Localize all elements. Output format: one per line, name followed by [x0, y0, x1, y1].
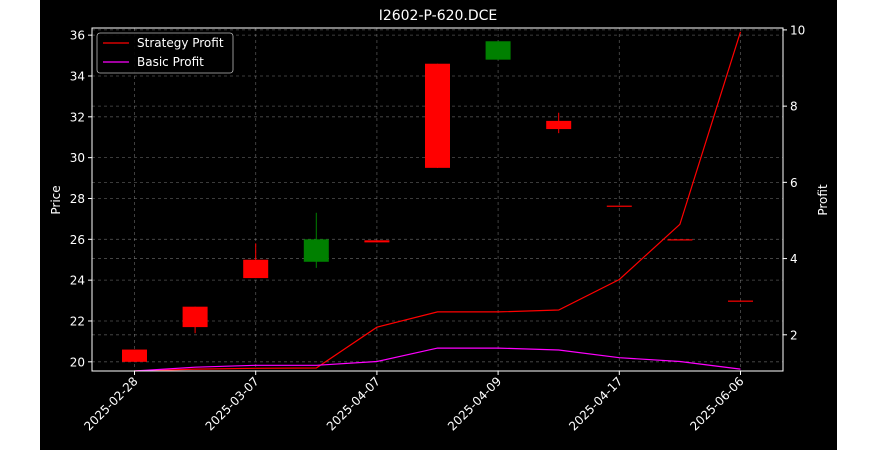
left-axis: 20 22 24 26 28 30 32 34 36 [70, 29, 92, 369]
candles [122, 41, 753, 362]
right-axis: 2 4 6 8 10 [783, 23, 805, 342]
left-tick-label-24: 24 [70, 274, 85, 288]
right-axis-label: Profit [816, 184, 830, 216]
right-tick-label-4: 4 [790, 252, 798, 266]
left-tick-label-36: 36 [70, 29, 85, 43]
candle-body-5 [425, 63, 450, 168]
series-line-1 [134, 347, 741, 372]
plot-frame [91, 27, 784, 372]
legend-label-basic: Basic Profit [137, 55, 204, 69]
right-tick-label-2: 2 [790, 328, 798, 342]
candle-body-4 [364, 240, 390, 243]
candle-body-1 [182, 306, 208, 328]
left-tick-label-22: 22 [70, 314, 85, 328]
candle-body-3 [303, 239, 329, 262]
candle-body-2 [243, 259, 269, 279]
right-tick-label-6: 6 [790, 176, 798, 190]
candle-body-9 [667, 239, 693, 241]
candle-body-10 [728, 300, 753, 302]
candle-body-7 [546, 120, 572, 130]
legend-label-strategy: Strategy Profit [137, 36, 224, 50]
candle-body-0 [122, 349, 147, 362]
profit-lines [134, 31, 742, 372]
left-tick-label-30: 30 [70, 151, 85, 165]
left-tick-label-32: 32 [70, 110, 85, 124]
right-tick-label-10: 10 [790, 23, 805, 37]
left-axis-label: Price [49, 185, 63, 214]
series-line-0 [134, 31, 742, 372]
candle-body-6 [485, 41, 511, 60]
left-tick-label-28: 28 [70, 192, 85, 206]
right-tick-label-8: 8 [790, 100, 798, 114]
candle-body-8 [606, 205, 632, 207]
left-tick-label-20: 20 [70, 355, 85, 369]
legend-box [96, 32, 234, 74]
left-tick-label-34: 34 [70, 69, 85, 83]
legend: Strategy Profit Basic Profit [96, 32, 234, 74]
chart-title: I2602-P-620.DCE [379, 8, 498, 24]
left-tick-label-26: 26 [70, 233, 85, 247]
